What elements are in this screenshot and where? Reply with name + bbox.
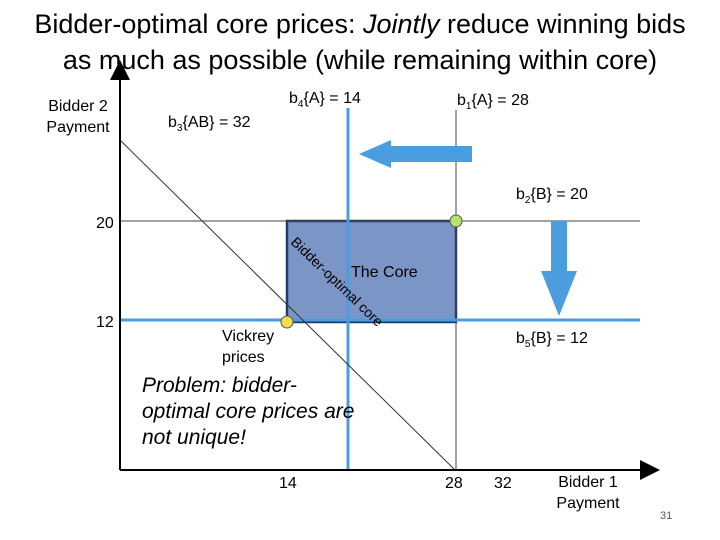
title-line2: as much as possible (while remaining wit… <box>62 45 658 75</box>
title-emphasis: Jointly <box>362 9 440 39</box>
b5-label: b5{B} = 12 <box>516 330 588 351</box>
left-arrow <box>359 140 472 168</box>
y-tick-20: 20 <box>96 215 114 232</box>
problem-statement: Problem: bidder-optimal core prices are … <box>142 374 355 449</box>
vickrey-point <box>280 315 294 329</box>
x-tick-32: 32 <box>494 475 512 492</box>
slide-title: Bidder-optimal core prices: Jointly redu… <box>0 6 720 78</box>
x-tick-14: 14 <box>279 475 297 492</box>
vickrey-label: Vickrey prices <box>222 328 275 366</box>
core-label: The Core <box>351 264 418 281</box>
down-arrow <box>541 221 577 316</box>
core-region <box>285 219 458 324</box>
b2-label: b2{B} = 20 <box>516 186 588 207</box>
b3-diagonal <box>119 139 456 471</box>
slide-number: 31 <box>660 510 673 522</box>
y-tick-12: 12 <box>96 314 114 331</box>
title-line1-prefix: Bidder-optimal core prices: <box>34 9 363 39</box>
b4-label: b4{A} = 14 <box>289 90 361 111</box>
b3-label: b3{AB} = 32 <box>168 114 251 135</box>
x-axis-label: Bidder 1 Payment <box>556 474 620 512</box>
b1-label: b1{A} = 28 <box>457 92 529 113</box>
title-line1-suffix: reduce winning bids <box>439 9 686 39</box>
bidder-optimal-point <box>449 214 463 228</box>
y-axis-label: Bidder 2 Payment <box>46 98 110 136</box>
x-tick-28: 28 <box>445 475 463 492</box>
